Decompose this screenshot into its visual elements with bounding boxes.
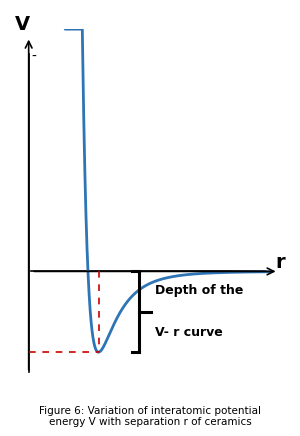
Text: Figure 6: Variation of interatomic potential
energy V with separation r of ceram: Figure 6: Variation of interatomic poten… <box>39 405 261 427</box>
Text: V: V <box>15 15 30 34</box>
Text: V- r curve: V- r curve <box>155 327 223 340</box>
Text: -: - <box>32 50 36 64</box>
Text: r: r <box>275 253 285 272</box>
Text: Depth of the: Depth of the <box>155 284 243 297</box>
